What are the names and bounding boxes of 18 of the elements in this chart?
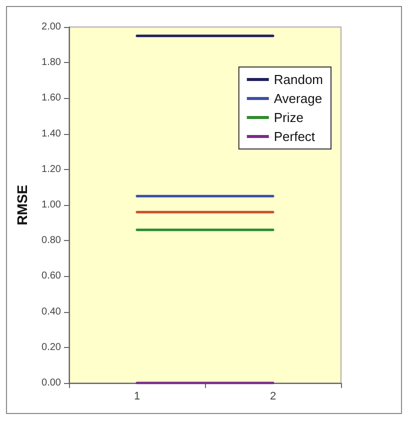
- y-tick-label: 0.20: [42, 342, 62, 353]
- y-tick-label: 1.00: [42, 200, 62, 210]
- y-tick-label: 0.80: [42, 235, 62, 246]
- legend-label: Random: [274, 72, 324, 87]
- y-tick-label: 1.20: [42, 164, 62, 175]
- legend-label: Prize: [274, 110, 304, 125]
- y-axis-title: RMSE: [14, 184, 30, 226]
- y-tick-label: 2.00: [42, 22, 62, 32]
- x-tick-label: 1: [134, 390, 140, 402]
- y-tick-label: 0.00: [42, 378, 62, 388]
- y-tick-label: 1.40: [42, 128, 62, 140]
- y-tick-label: 0.40: [42, 306, 62, 318]
- legend-label: Average: [274, 91, 322, 106]
- legend-label: Perfect: [274, 129, 316, 144]
- y-tick-label: 0.60: [42, 270, 62, 282]
- y-tick-label: 1.80: [42, 57, 62, 68]
- x-tick-label: 2: [270, 390, 276, 402]
- y-tick-label: 1.60: [42, 92, 62, 104]
